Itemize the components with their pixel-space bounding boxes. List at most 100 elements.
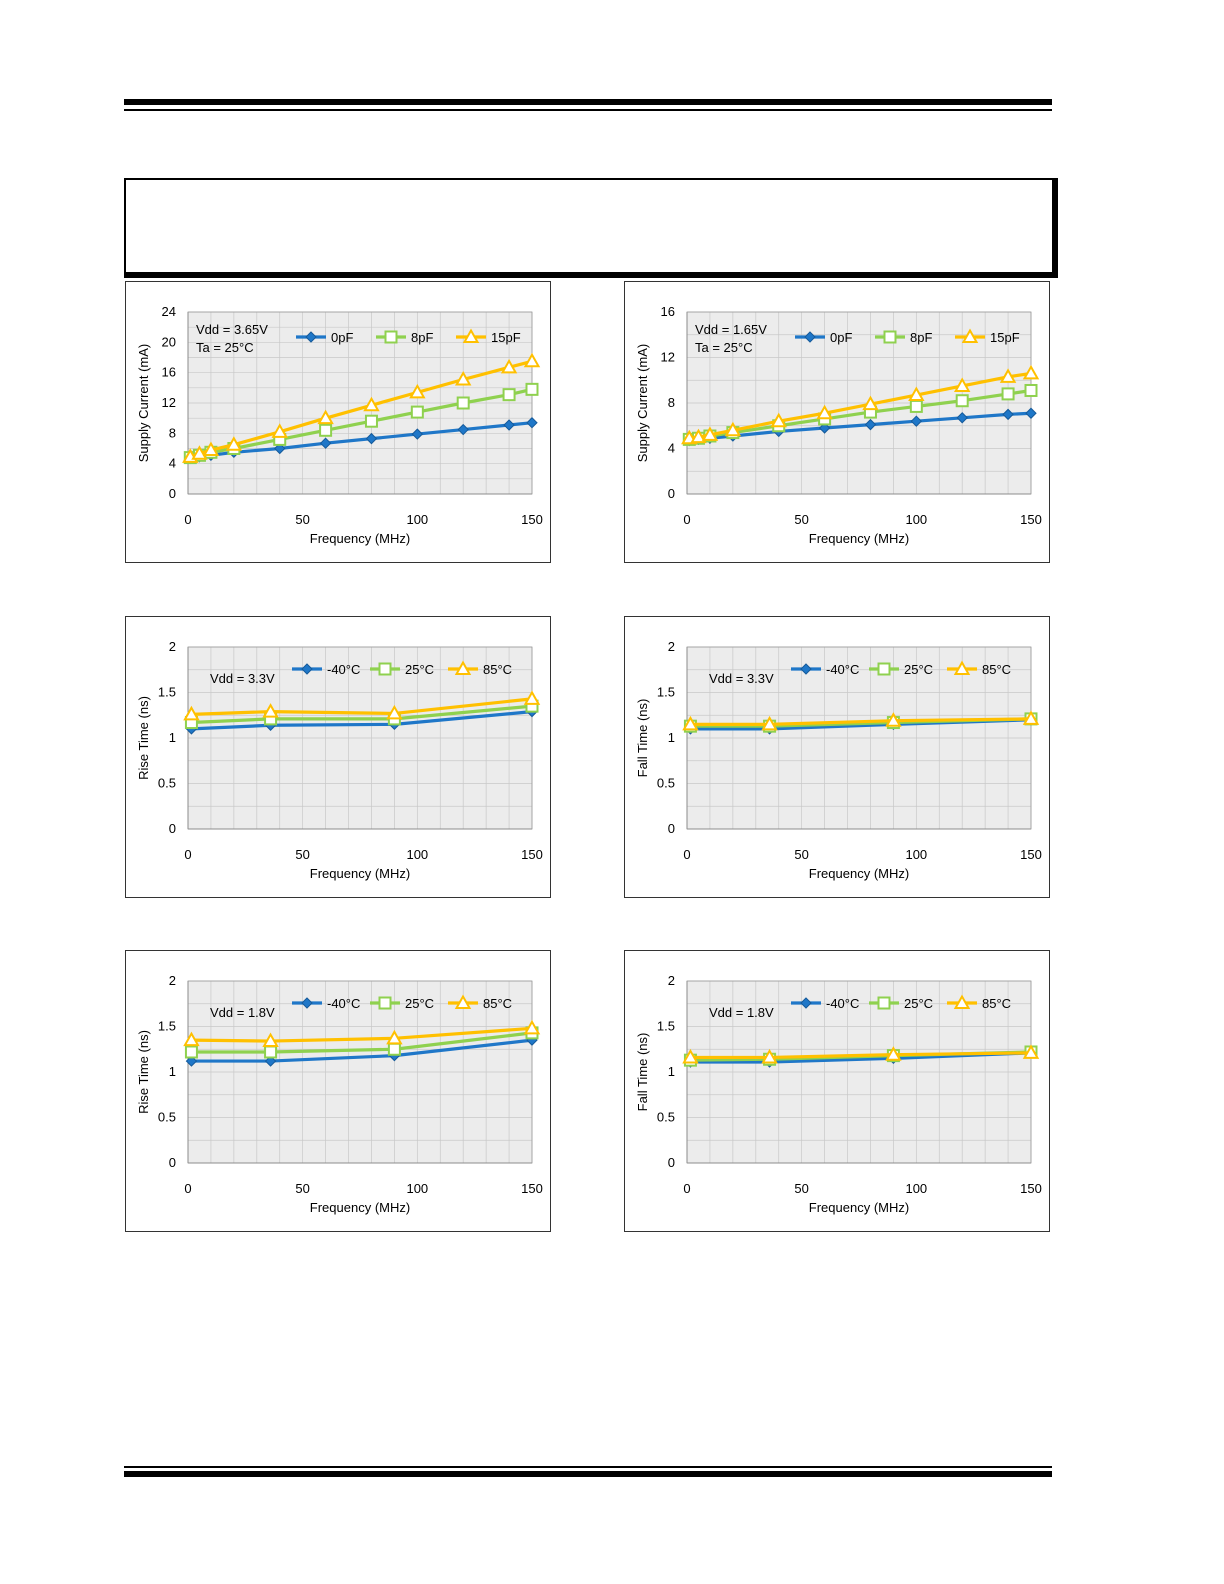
legend-marker bbox=[378, 996, 392, 1010]
x-tick-label: 50 bbox=[794, 1181, 808, 1196]
data-point bbox=[500, 358, 518, 374]
data-point bbox=[225, 436, 243, 451]
legend: -40°C 25°C 85°C bbox=[292, 660, 512, 677]
series-2 bbox=[682, 1044, 1040, 1064]
series-2 bbox=[183, 690, 541, 721]
x-tick-label: 0 bbox=[683, 512, 690, 527]
y-tick-label: 1.5 bbox=[657, 1019, 675, 1034]
annotation-text: Vdd = 1.8V bbox=[709, 1005, 774, 1020]
y-tick-label: 24 bbox=[162, 304, 176, 319]
x-tick-label: 0 bbox=[683, 1181, 690, 1196]
legend: -40°C 25°C 85°C bbox=[791, 994, 1011, 1011]
series-2 bbox=[182, 352, 541, 463]
legend-marker bbox=[877, 996, 891, 1010]
y-tick-label: 12 bbox=[162, 395, 176, 410]
y-tick-label: 1 bbox=[668, 730, 675, 745]
x-tick-label: 150 bbox=[1020, 847, 1042, 862]
chart-svg: 0 0.5 1 1.5 2 0 50 100 150 Frequency (MHz) Fall Ti… bbox=[635, 639, 1042, 881]
plot-border bbox=[187, 311, 533, 495]
legend-marker bbox=[301, 997, 313, 1009]
chart-supply-current-3v65: 0 4 8 12 16 20 24 0 50 100 150 Frequency (MHz) Suppl… bbox=[125, 281, 551, 563]
series-2 bbox=[681, 364, 1040, 445]
legend: 0pF 8pF 15pF bbox=[296, 328, 521, 345]
gridlines bbox=[686, 646, 1032, 830]
data-point bbox=[365, 432, 378, 445]
x-tick-label: 0 bbox=[184, 1181, 191, 1196]
x-axis-title: Frequency (MHz) bbox=[310, 1200, 410, 1215]
data-point bbox=[202, 441, 220, 457]
legend-label: 25°C bbox=[904, 996, 933, 1011]
data-point bbox=[364, 414, 378, 428]
data-point bbox=[885, 1046, 902, 1061]
series-line bbox=[189, 1026, 534, 1043]
legend-marker bbox=[301, 663, 313, 675]
data-point bbox=[502, 388, 516, 402]
x-tick-label: 50 bbox=[295, 1181, 309, 1196]
plot-border bbox=[686, 311, 1032, 495]
legend-label: 85°C bbox=[982, 662, 1011, 677]
x-tick-label: 50 bbox=[295, 512, 309, 527]
x-tick-label: 100 bbox=[406, 847, 428, 862]
annotation-text: Vdd = 3.65V bbox=[196, 322, 268, 337]
y-tick-label: 2 bbox=[169, 639, 176, 654]
y-tick-label: 0 bbox=[668, 486, 675, 501]
data-point bbox=[864, 418, 877, 431]
footer-rule-thin bbox=[124, 1466, 1052, 1468]
legend: -40°C 25°C 85°C bbox=[292, 994, 512, 1011]
data-point bbox=[761, 1048, 778, 1064]
y-tick-label: 2 bbox=[668, 973, 675, 988]
x-tick-label: 150 bbox=[521, 512, 543, 527]
x-axis-title: Frequency (MHz) bbox=[310, 866, 410, 881]
figure-title-box bbox=[124, 178, 1058, 278]
y-tick-label: 1 bbox=[169, 1064, 176, 1079]
y-tick-label: 0.5 bbox=[158, 776, 176, 791]
data-point bbox=[410, 405, 424, 419]
data-point bbox=[1025, 407, 1037, 419]
chart-fall-time-3v3: 0 0.5 1 1.5 2 0 50 100 150 Frequency (MHz) Fall Ti… bbox=[624, 616, 1050, 898]
x-tick-label: 100 bbox=[905, 512, 927, 527]
legend-marker bbox=[454, 660, 472, 675]
legend-marker bbox=[953, 660, 971, 675]
annotation-text: Ta = 25°C bbox=[196, 340, 254, 355]
annotation-text: Vdd = 1.65V bbox=[695, 322, 767, 337]
data-point bbox=[503, 419, 515, 431]
x-tick-label: 150 bbox=[1020, 1181, 1042, 1196]
x-tick-label: 0 bbox=[683, 847, 690, 862]
data-point bbox=[523, 352, 541, 368]
x-tick-label: 100 bbox=[905, 847, 927, 862]
data-point bbox=[271, 423, 288, 438]
data-point bbox=[409, 383, 426, 399]
y-tick-label: 8 bbox=[169, 425, 176, 440]
data-point bbox=[387, 1042, 401, 1056]
data-point bbox=[264, 1055, 277, 1067]
legend-marker bbox=[462, 328, 480, 343]
x-tick-label: 150 bbox=[521, 1181, 543, 1196]
data-point bbox=[191, 445, 208, 460]
y-tick-label: 8 bbox=[668, 395, 675, 410]
legend-marker bbox=[804, 331, 816, 343]
legend-label: 0pF bbox=[331, 330, 353, 345]
legend-marker bbox=[800, 663, 812, 675]
y-tick-label: 1 bbox=[169, 730, 176, 745]
legend-label: 85°C bbox=[982, 996, 1011, 1011]
legend-label: -40°C bbox=[327, 662, 360, 677]
data-point bbox=[1022, 710, 1040, 725]
series-line bbox=[189, 710, 534, 731]
y-tick-label: 2 bbox=[668, 639, 675, 654]
data-point bbox=[908, 386, 925, 402]
y-tick-label: 4 bbox=[668, 441, 675, 456]
legend-label: 8pF bbox=[411, 330, 433, 345]
plot-border bbox=[686, 646, 1032, 830]
legend-marker bbox=[961, 328, 979, 343]
y-tick-label: 0 bbox=[169, 821, 176, 836]
data-point bbox=[319, 437, 332, 449]
annotation-text: Vdd = 3.3V bbox=[210, 671, 275, 686]
legend-marker bbox=[953, 994, 971, 1009]
data-point bbox=[885, 712, 902, 727]
y-axis-title: Rise Time (ns) bbox=[136, 696, 151, 780]
legend-marker bbox=[305, 331, 317, 343]
legend-label: 85°C bbox=[483, 996, 512, 1011]
legend-label: 25°C bbox=[904, 662, 933, 677]
legend-marker bbox=[800, 997, 812, 1009]
y-axis-title: Supply Current (mA) bbox=[635, 344, 650, 462]
